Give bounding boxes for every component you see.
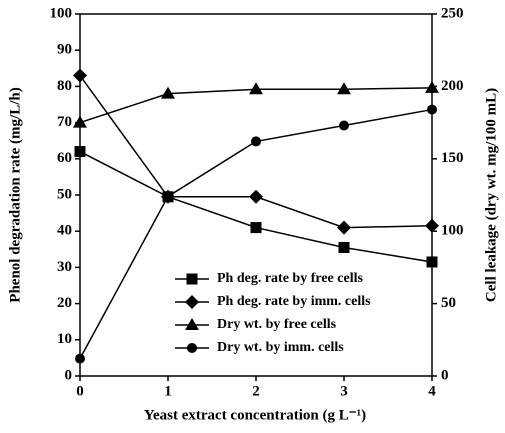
y2-tick-label: 0: [441, 367, 449, 383]
marker: [73, 115, 87, 128]
y-tick-label: 50: [57, 186, 72, 202]
x-tick-label: 1: [164, 383, 172, 399]
y-tick-label: 80: [57, 78, 72, 94]
legend-marker: [186, 273, 198, 285]
marker: [337, 220, 351, 235]
y2-axis-label: Cell leakage (dry wt. mg/100 mL): [483, 88, 499, 302]
legend-label: Ph deg. rate by imm. cells: [217, 294, 371, 309]
marker: [337, 82, 351, 95]
marker: [250, 222, 262, 234]
legend-label: Dry wt. by free cells: [217, 317, 337, 332]
marker: [427, 104, 437, 115]
y-tick-label: 60: [57, 150, 72, 166]
marker: [249, 82, 263, 95]
legend: Ph deg. rate by free cells Ph deg. rate b…: [175, 271, 371, 355]
marker: [251, 136, 261, 147]
y-tick-label: 20: [57, 295, 72, 311]
marker: [339, 120, 349, 131]
marker: [249, 189, 263, 204]
series-line: [79, 150, 433, 263]
y2-tick-label: 200: [441, 78, 464, 94]
y-tick-label: 10: [57, 331, 72, 347]
legend-marker: [185, 318, 199, 330]
y-axis-label: Phenol degradation rate (mg/L/h): [7, 87, 23, 302]
y-tick-label: 40: [57, 223, 72, 239]
marker: [426, 256, 438, 268]
y-tick-label: 70: [57, 114, 72, 130]
y2-tick-label: 100: [441, 223, 464, 239]
marker: [161, 86, 175, 99]
x-tick-label: 0: [76, 383, 84, 399]
marker: [163, 191, 173, 202]
x-tick-label: 2: [252, 383, 260, 399]
x-axis-label: Yeast extract concentration (g L⁻¹): [144, 407, 366, 423]
legend-label: Ph deg. rate by free cells: [217, 271, 363, 286]
x-tick-label: 3: [340, 383, 348, 399]
series-line: [79, 75, 433, 229]
y-tick-label: 0: [65, 367, 73, 383]
y-tick-label: 90: [57, 42, 72, 58]
marker: [338, 241, 350, 253]
x-tick-label: 4: [428, 383, 436, 399]
marker: [75, 353, 85, 364]
y2-tick-label: 150: [441, 150, 464, 166]
y2-tick-label: 50: [441, 295, 456, 311]
marker: [425, 80, 439, 93]
y-tick-label: 100: [50, 5, 73, 21]
y-tick-label: 30: [57, 259, 72, 275]
marker: [73, 68, 87, 83]
marker: [74, 146, 86, 158]
legend-marker: [185, 295, 199, 309]
marker: [425, 218, 439, 233]
legend-marker: [187, 343, 197, 353]
legend-label: Dry wt. by imm. cells: [217, 340, 344, 355]
y2-tick-label: 250: [441, 5, 464, 21]
